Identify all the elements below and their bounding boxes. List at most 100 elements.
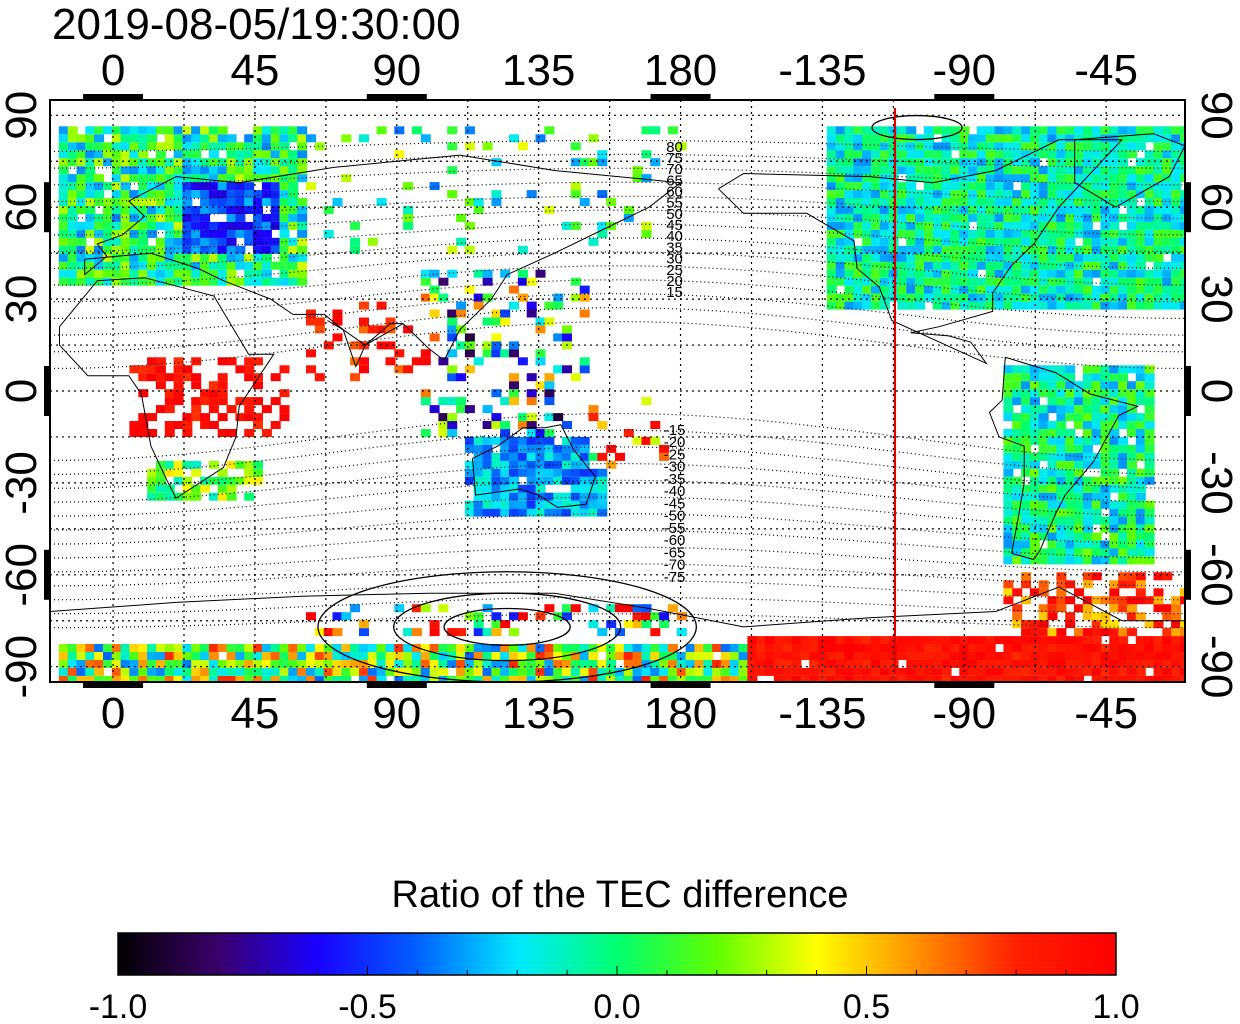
tec-cell bbox=[968, 285, 979, 294]
tec-cell bbox=[924, 636, 934, 645]
tec-cell bbox=[359, 620, 369, 629]
tec-cell bbox=[279, 142, 290, 151]
tec-cell bbox=[155, 492, 166, 501]
tec-cell bbox=[844, 301, 855, 310]
tec-cell bbox=[279, 190, 290, 199]
tec-cell bbox=[941, 285, 952, 294]
tec-cell bbox=[164, 158, 175, 167]
tec-cell bbox=[341, 675, 352, 682]
tec-cell bbox=[182, 659, 193, 668]
tec-cell bbox=[1038, 381, 1049, 390]
tec-cell bbox=[226, 269, 237, 278]
tec-cell bbox=[994, 253, 1005, 262]
tec-cell bbox=[1003, 484, 1014, 493]
tec-cell bbox=[1144, 285, 1155, 294]
tec-cell bbox=[1038, 405, 1049, 414]
tec-cell bbox=[1074, 285, 1084, 294]
tec-cell bbox=[879, 636, 890, 645]
tec-cell bbox=[1029, 261, 1040, 270]
tec-cell bbox=[217, 413, 228, 422]
tec-cell bbox=[1012, 556, 1023, 565]
tec-cell bbox=[1091, 421, 1102, 429]
tec-cell bbox=[1074, 221, 1084, 230]
tec-cell bbox=[588, 644, 599, 652]
tec-cell bbox=[200, 421, 211, 429]
tec-cell bbox=[235, 190, 246, 199]
tec-cell bbox=[1153, 174, 1164, 183]
tec-cell bbox=[1021, 277, 1032, 286]
tec-cell bbox=[1109, 532, 1120, 541]
tec-cell bbox=[862, 667, 873, 676]
tec-cell bbox=[826, 237, 837, 246]
tec-cell bbox=[270, 206, 281, 214]
tec-cell bbox=[1038, 548, 1049, 557]
tec-cell bbox=[1091, 198, 1102, 206]
tec-cell bbox=[1047, 277, 1058, 286]
contour-label: -75 bbox=[664, 569, 686, 586]
tec-cell bbox=[1135, 277, 1146, 286]
tec-cell bbox=[297, 277, 308, 286]
tec-cell bbox=[253, 229, 263, 238]
tec-cell bbox=[826, 134, 837, 143]
tec-cell bbox=[235, 182, 246, 191]
tec-cell bbox=[1144, 293, 1155, 302]
tec-cell bbox=[491, 612, 502, 621]
tec-cell bbox=[1003, 293, 1014, 302]
tec-cell bbox=[720, 644, 731, 652]
tec-cell bbox=[826, 142, 837, 151]
tec-cell bbox=[924, 229, 934, 238]
tec-cell bbox=[915, 245, 926, 254]
tec-cell bbox=[226, 229, 237, 238]
tec-cell bbox=[844, 158, 855, 167]
tec-cell bbox=[606, 444, 617, 453]
tec-cell bbox=[94, 261, 105, 270]
tec-cell bbox=[1127, 166, 1137, 175]
tec-cell bbox=[350, 373, 361, 382]
map-frame bbox=[44, 94, 1191, 688]
tec-cell bbox=[376, 198, 387, 206]
tec-cell bbox=[535, 381, 546, 390]
tec-cell bbox=[464, 644, 475, 652]
tec-cell bbox=[950, 182, 961, 191]
tec-cell bbox=[924, 166, 934, 175]
tec-cell bbox=[1038, 293, 1049, 302]
tec-cell bbox=[1082, 206, 1093, 214]
tec-cell bbox=[253, 166, 263, 175]
tec-cell bbox=[1135, 548, 1146, 557]
tec-cell bbox=[544, 373, 555, 382]
tec-cell bbox=[85, 150, 96, 159]
tec-cell bbox=[447, 373, 458, 382]
tec-cell bbox=[1135, 492, 1146, 501]
tec-cell bbox=[138, 269, 149, 278]
lon-tick-label-top: 90 bbox=[372, 46, 421, 95]
tec-cell bbox=[1171, 596, 1182, 605]
tec-cell bbox=[1003, 460, 1014, 469]
tec-cell bbox=[226, 253, 237, 262]
tec-cell bbox=[1056, 182, 1067, 191]
tec-cell bbox=[85, 277, 96, 286]
tec-cell bbox=[1012, 142, 1023, 151]
tec-cell bbox=[1082, 237, 1093, 246]
tec-cell bbox=[1118, 484, 1129, 493]
tec-cell bbox=[1021, 301, 1032, 310]
tec-cell bbox=[579, 508, 590, 517]
tec-cell bbox=[1056, 540, 1067, 549]
tec-cell bbox=[191, 142, 202, 151]
tec-cell bbox=[1038, 198, 1049, 206]
tec-cell bbox=[968, 182, 979, 191]
tec-cell bbox=[208, 652, 219, 660]
tec-cell bbox=[1162, 158, 1173, 167]
tec-cell bbox=[544, 301, 555, 310]
tec-cell bbox=[1038, 652, 1049, 660]
tec-cell bbox=[1074, 548, 1084, 557]
tec-cell bbox=[1074, 253, 1084, 262]
tec-cell bbox=[879, 142, 890, 151]
tec-cell bbox=[862, 636, 873, 645]
tec-cell bbox=[994, 166, 1005, 175]
tec-cell bbox=[1074, 206, 1084, 214]
tec-cell bbox=[1127, 206, 1137, 214]
tec-cell bbox=[394, 150, 405, 159]
tec-cell bbox=[1091, 261, 1102, 270]
frame-tick-bar bbox=[934, 682, 995, 688]
tec-cell bbox=[1118, 142, 1129, 151]
